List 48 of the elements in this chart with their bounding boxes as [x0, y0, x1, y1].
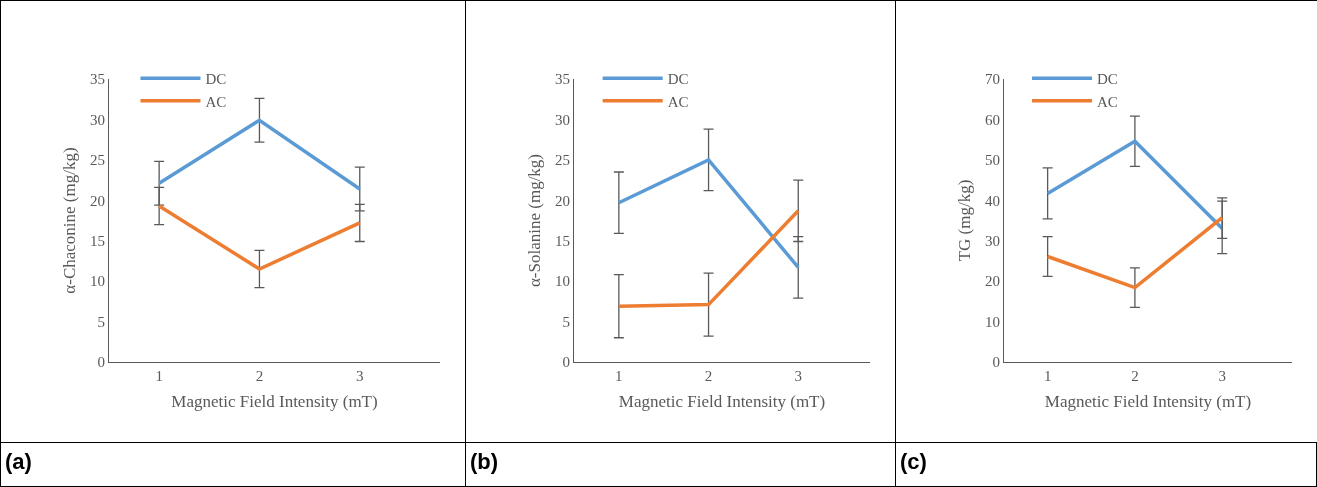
x-axis-title: Magnetic Field Intensity (mT) [171, 392, 378, 412]
x-tick-label: 3 [1218, 368, 1226, 384]
y-tick-label: 25 [555, 152, 570, 169]
legend-label: DC [667, 71, 689, 88]
y-tick-label: 30 [985, 232, 1000, 249]
x-tick-label: 2 [704, 368, 713, 384]
y-tick-label: 50 [985, 152, 1000, 169]
y-tick-label: 35 [555, 71, 570, 88]
x-tick-label: 2 [1131, 368, 1139, 384]
text: (b) [466, 442, 895, 486]
x-tick-label: 1 [1043, 368, 1052, 384]
y-tick-label: 20 [90, 192, 105, 209]
y-tick-label: 20 [555, 192, 570, 209]
legend-label: AC [667, 93, 689, 110]
x-tick-label: 1 [615, 368, 623, 384]
y-tick-label: 5 [97, 313, 105, 330]
y-tick-label: 70 [985, 71, 1000, 88]
legend-label: AC [1097, 93, 1118, 110]
y-tick-label: 20 [985, 273, 1000, 290]
y-tick-label: 30 [555, 111, 570, 128]
y-tick-label: 0 [992, 354, 1000, 371]
x-axis-title: Magnetic Field Intensity (mT) [1044, 392, 1252, 412]
x-tick-label: 1 [155, 368, 163, 384]
legend-label: DC [205, 71, 227, 88]
y-tick-label: 10 [985, 313, 1000, 330]
y-tick-label: 15 [555, 232, 570, 249]
y-tick-label: 35 [90, 71, 105, 88]
y-tick-label: 10 [90, 273, 105, 290]
text: (a) [1, 442, 465, 486]
y-tick-label: 10 [555, 273, 570, 290]
y-tick-label: 40 [985, 192, 1000, 209]
y-tick-label: 30 [90, 111, 105, 128]
y-tick-label: 0 [562, 354, 570, 371]
x-tick-label: 2 [255, 368, 264, 384]
text: (c) [896, 442, 1317, 486]
y-axis-title: α-Chaconine (mg/kg) [59, 147, 79, 294]
y-axis-title: α-Solanine (mg/kg) [524, 153, 544, 288]
y-axis-title: TG (mg/kg) [954, 179, 974, 262]
x-tick-label: 3 [794, 368, 802, 384]
legend-label: AC [205, 93, 227, 110]
y-tick-label: 25 [90, 152, 105, 169]
x-axis-title: Magnetic Field Intensity (mT) [618, 392, 826, 412]
y-tick-label: 60 [985, 111, 1000, 128]
x-tick-label: 3 [356, 368, 364, 384]
y-tick-label: 5 [562, 313, 570, 330]
y-tick-label: 0 [97, 354, 105, 371]
y-tick-label: 15 [90, 232, 105, 249]
legend-label: DC [1097, 71, 1118, 88]
